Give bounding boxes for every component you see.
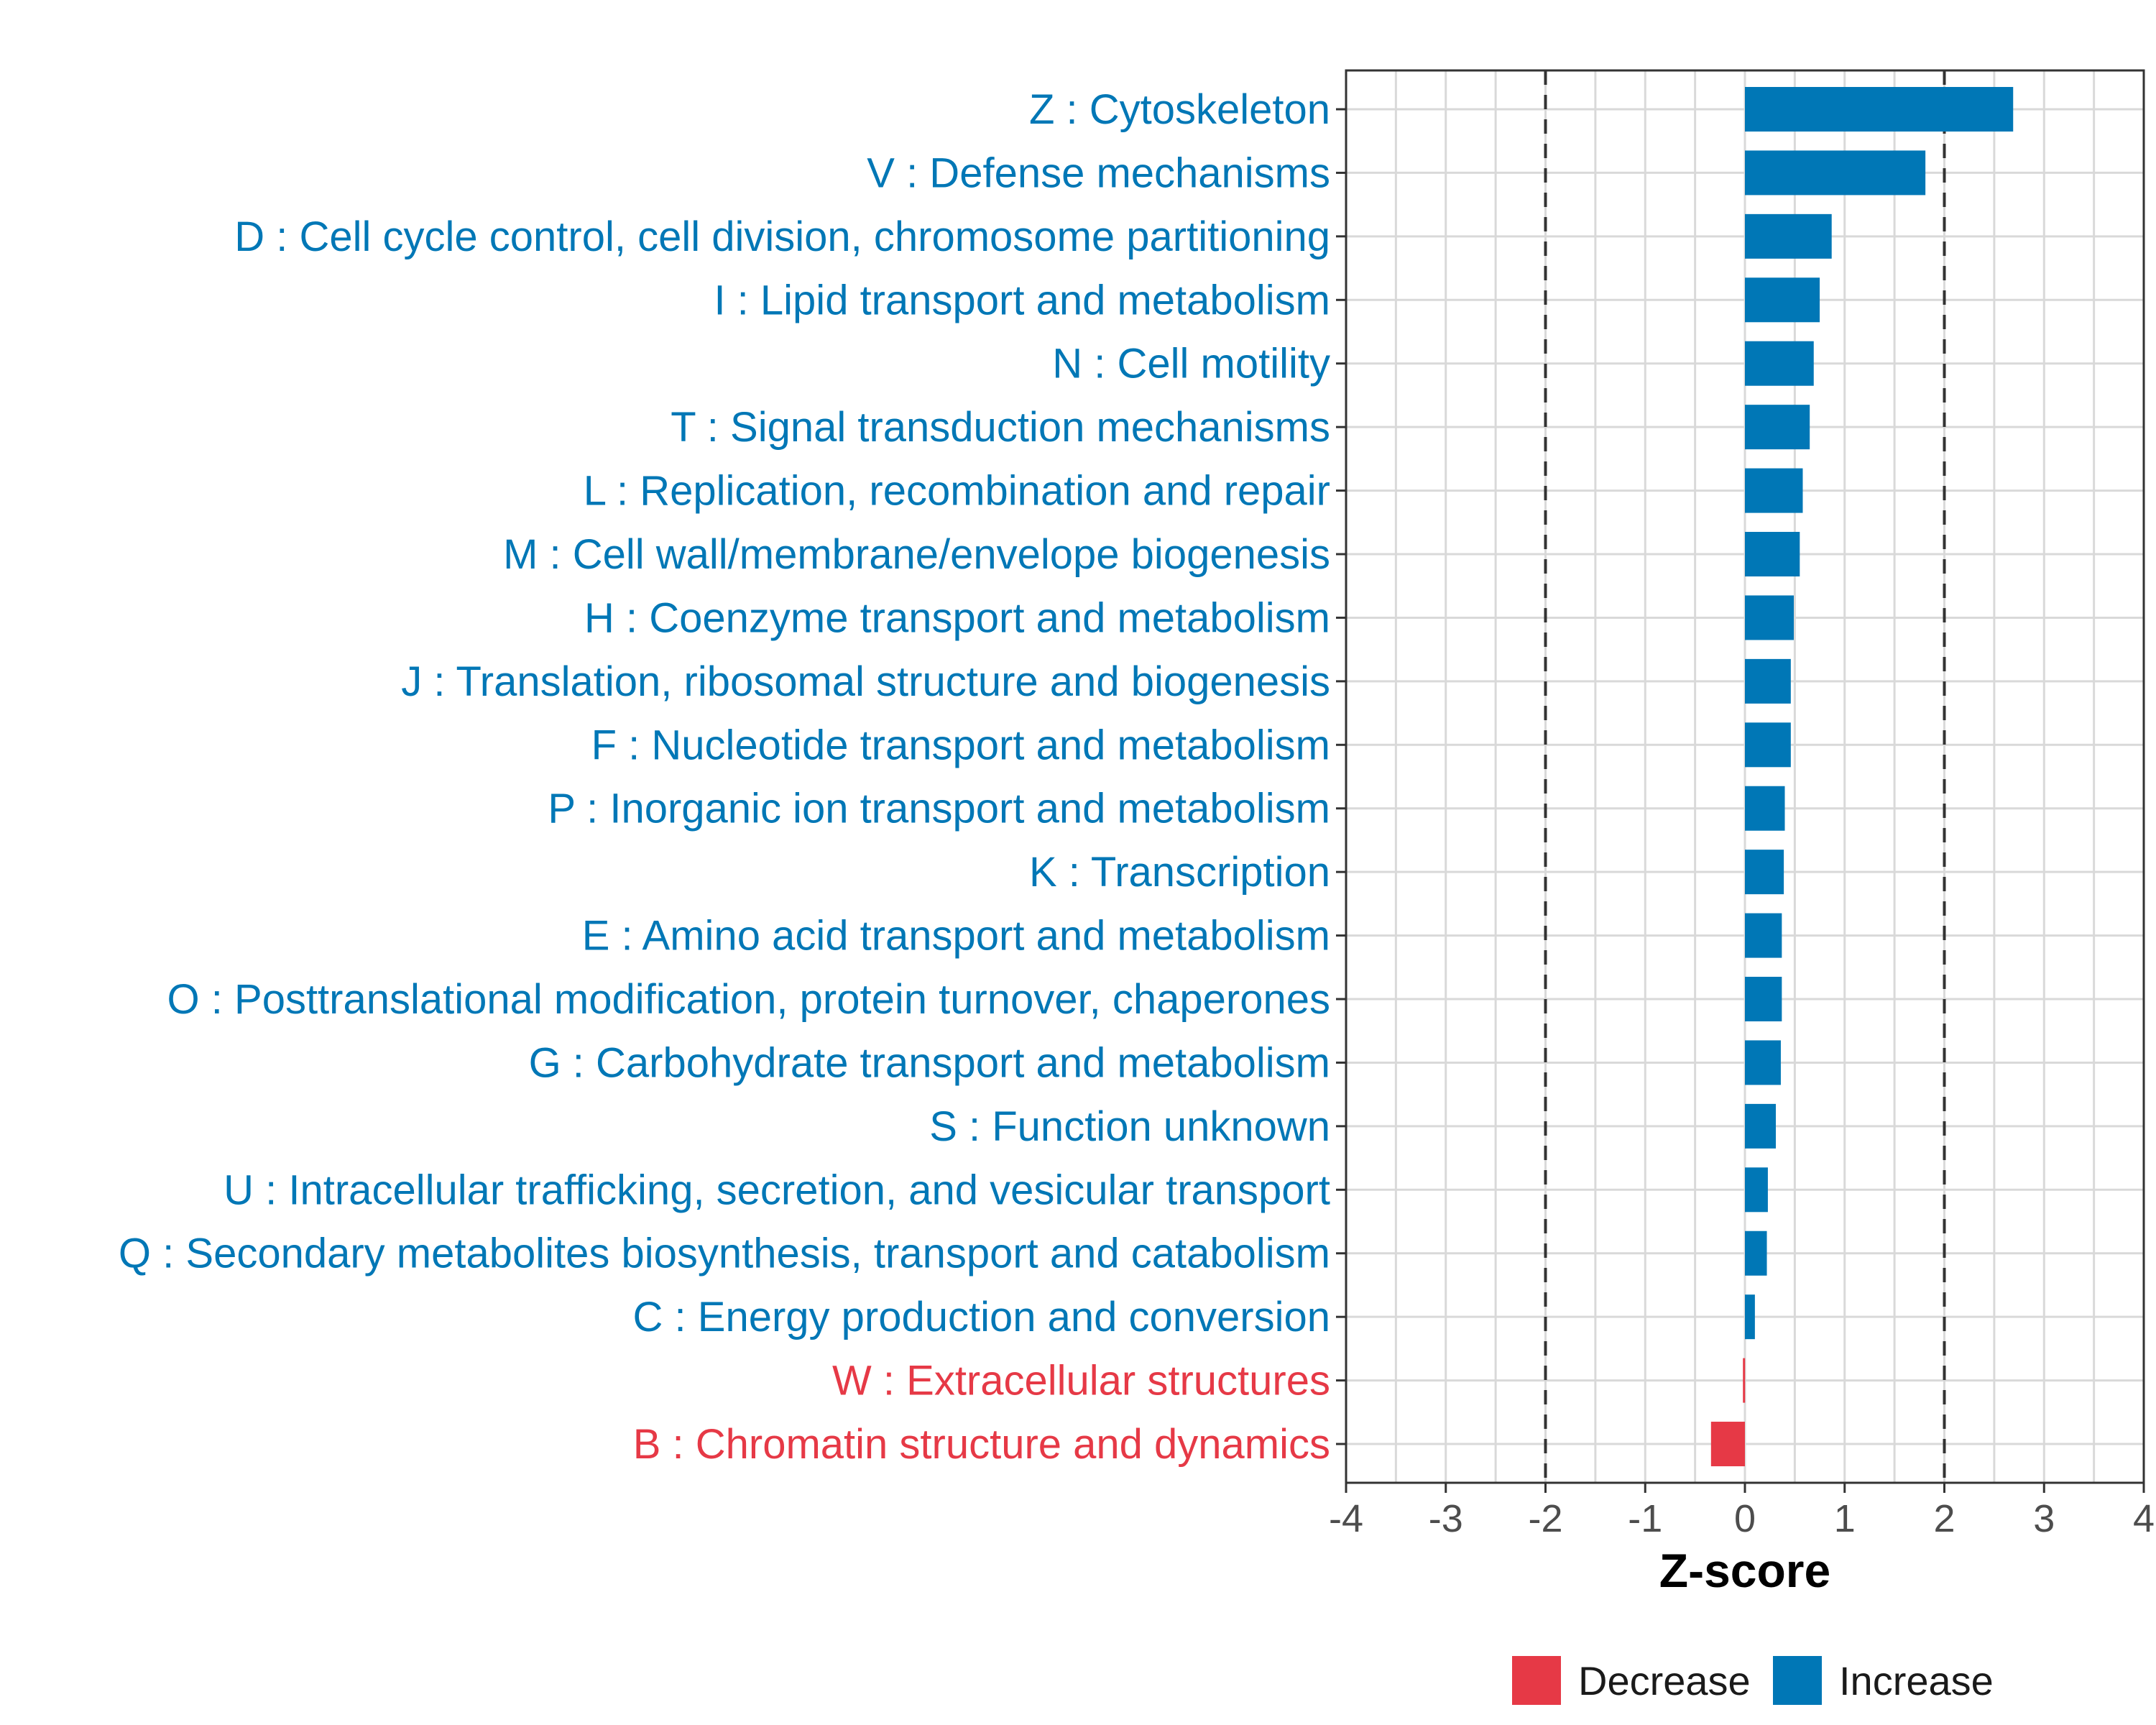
category-label: U : Intracellular trafficking, secretion… xyxy=(224,1167,1330,1213)
category-label: Q : Secondary metabolites biosynthesis, … xyxy=(119,1230,1330,1277)
legend-label-decrease: Decrease xyxy=(1578,1658,1751,1703)
legend-swatch-increase xyxy=(1773,1656,1822,1705)
x-tick-label: 0 xyxy=(1734,1497,1756,1540)
category-label: G : Carbohydrate transport and metabolis… xyxy=(529,1039,1330,1086)
bar xyxy=(1745,405,1810,450)
y-axis-ticks xyxy=(1336,108,1346,1445)
x-tick-label: 3 xyxy=(2033,1497,2055,1540)
category-label: T : Signal transduction mechanisms xyxy=(671,404,1330,451)
category-label: K : Transcription xyxy=(1029,849,1330,896)
y-axis-labels: Z : Cytoskeleton V : Defense mechanisms D … xyxy=(119,86,1330,1468)
x-tick-label: -2 xyxy=(1528,1497,1562,1540)
bar xyxy=(1745,658,1791,704)
x-tick-label: -1 xyxy=(1628,1497,1662,1540)
category-label: W : Extracellular structures xyxy=(832,1358,1330,1404)
bar xyxy=(1745,1167,1768,1213)
bar xyxy=(1745,341,1814,386)
x-tick-label: -3 xyxy=(1429,1497,1463,1540)
category-label: D : Cell cycle control, cell division, c… xyxy=(234,213,1330,260)
category-label: V : Defense mechanisms xyxy=(867,150,1330,196)
bar xyxy=(1745,468,1803,513)
x-axis-title: Z-score xyxy=(1659,1544,1830,1597)
x-tick-label: 1 xyxy=(1834,1497,1856,1540)
bar xyxy=(1745,1230,1767,1276)
bar xyxy=(1745,786,1785,831)
bar xyxy=(1745,213,1832,259)
category-label: S : Function unknown xyxy=(929,1103,1330,1150)
category-label: J : Translation, ribosomal structure and… xyxy=(401,658,1330,705)
category-label: P : Inorganic ion transport and metaboli… xyxy=(548,786,1330,832)
bar xyxy=(1745,1103,1777,1149)
category-label: L : Replication, recombination and repai… xyxy=(584,468,1330,515)
legend: Decrease Increase xyxy=(1512,1656,1994,1705)
bar xyxy=(1743,1358,1746,1403)
category-label: B : Chromatin structure and dynamics xyxy=(633,1421,1330,1468)
x-tick-label: 2 xyxy=(1933,1497,1955,1540)
category-label: I : Lipid transport and metabolism xyxy=(714,277,1330,323)
bar xyxy=(1745,977,1782,1022)
x-tick-label: -4 xyxy=(1329,1497,1363,1540)
bar xyxy=(1710,1422,1745,1467)
bar xyxy=(1745,850,1784,895)
x-axis-ticks: -4 -3 -2 -1 0 1 2 3 4 xyxy=(1329,1483,2155,1540)
bar xyxy=(1745,87,2014,132)
bar xyxy=(1745,1040,1781,1085)
category-label: H : Coenzyme transport and metabolism xyxy=(584,594,1330,641)
reference-lines xyxy=(1544,70,1946,1483)
category-label: M : Cell wall/membrane/envelope biogenes… xyxy=(503,531,1330,578)
bar xyxy=(1745,913,1782,958)
category-label: F : Nucleotide transport and metabolism xyxy=(591,722,1330,768)
bar xyxy=(1745,532,1800,577)
bars xyxy=(1710,87,2014,1467)
category-label: C : Energy production and conversion xyxy=(633,1294,1330,1340)
category-label: E : Amino acid transport and metabolism xyxy=(582,913,1330,960)
bar xyxy=(1745,277,1820,323)
category-label: N : Cell motility xyxy=(1052,341,1330,387)
category-label: O : Posttranslational modification, prot… xyxy=(167,976,1330,1023)
bar xyxy=(1745,595,1794,640)
legend-label-increase: Increase xyxy=(1839,1658,1994,1703)
x-tick-label: 4 xyxy=(2133,1497,2155,1540)
legend-swatch-decrease xyxy=(1512,1656,1561,1705)
bar xyxy=(1745,722,1791,768)
bar xyxy=(1745,1294,1755,1340)
category-label: Z : Cytoskeleton xyxy=(1029,86,1330,133)
bar xyxy=(1745,150,1926,196)
